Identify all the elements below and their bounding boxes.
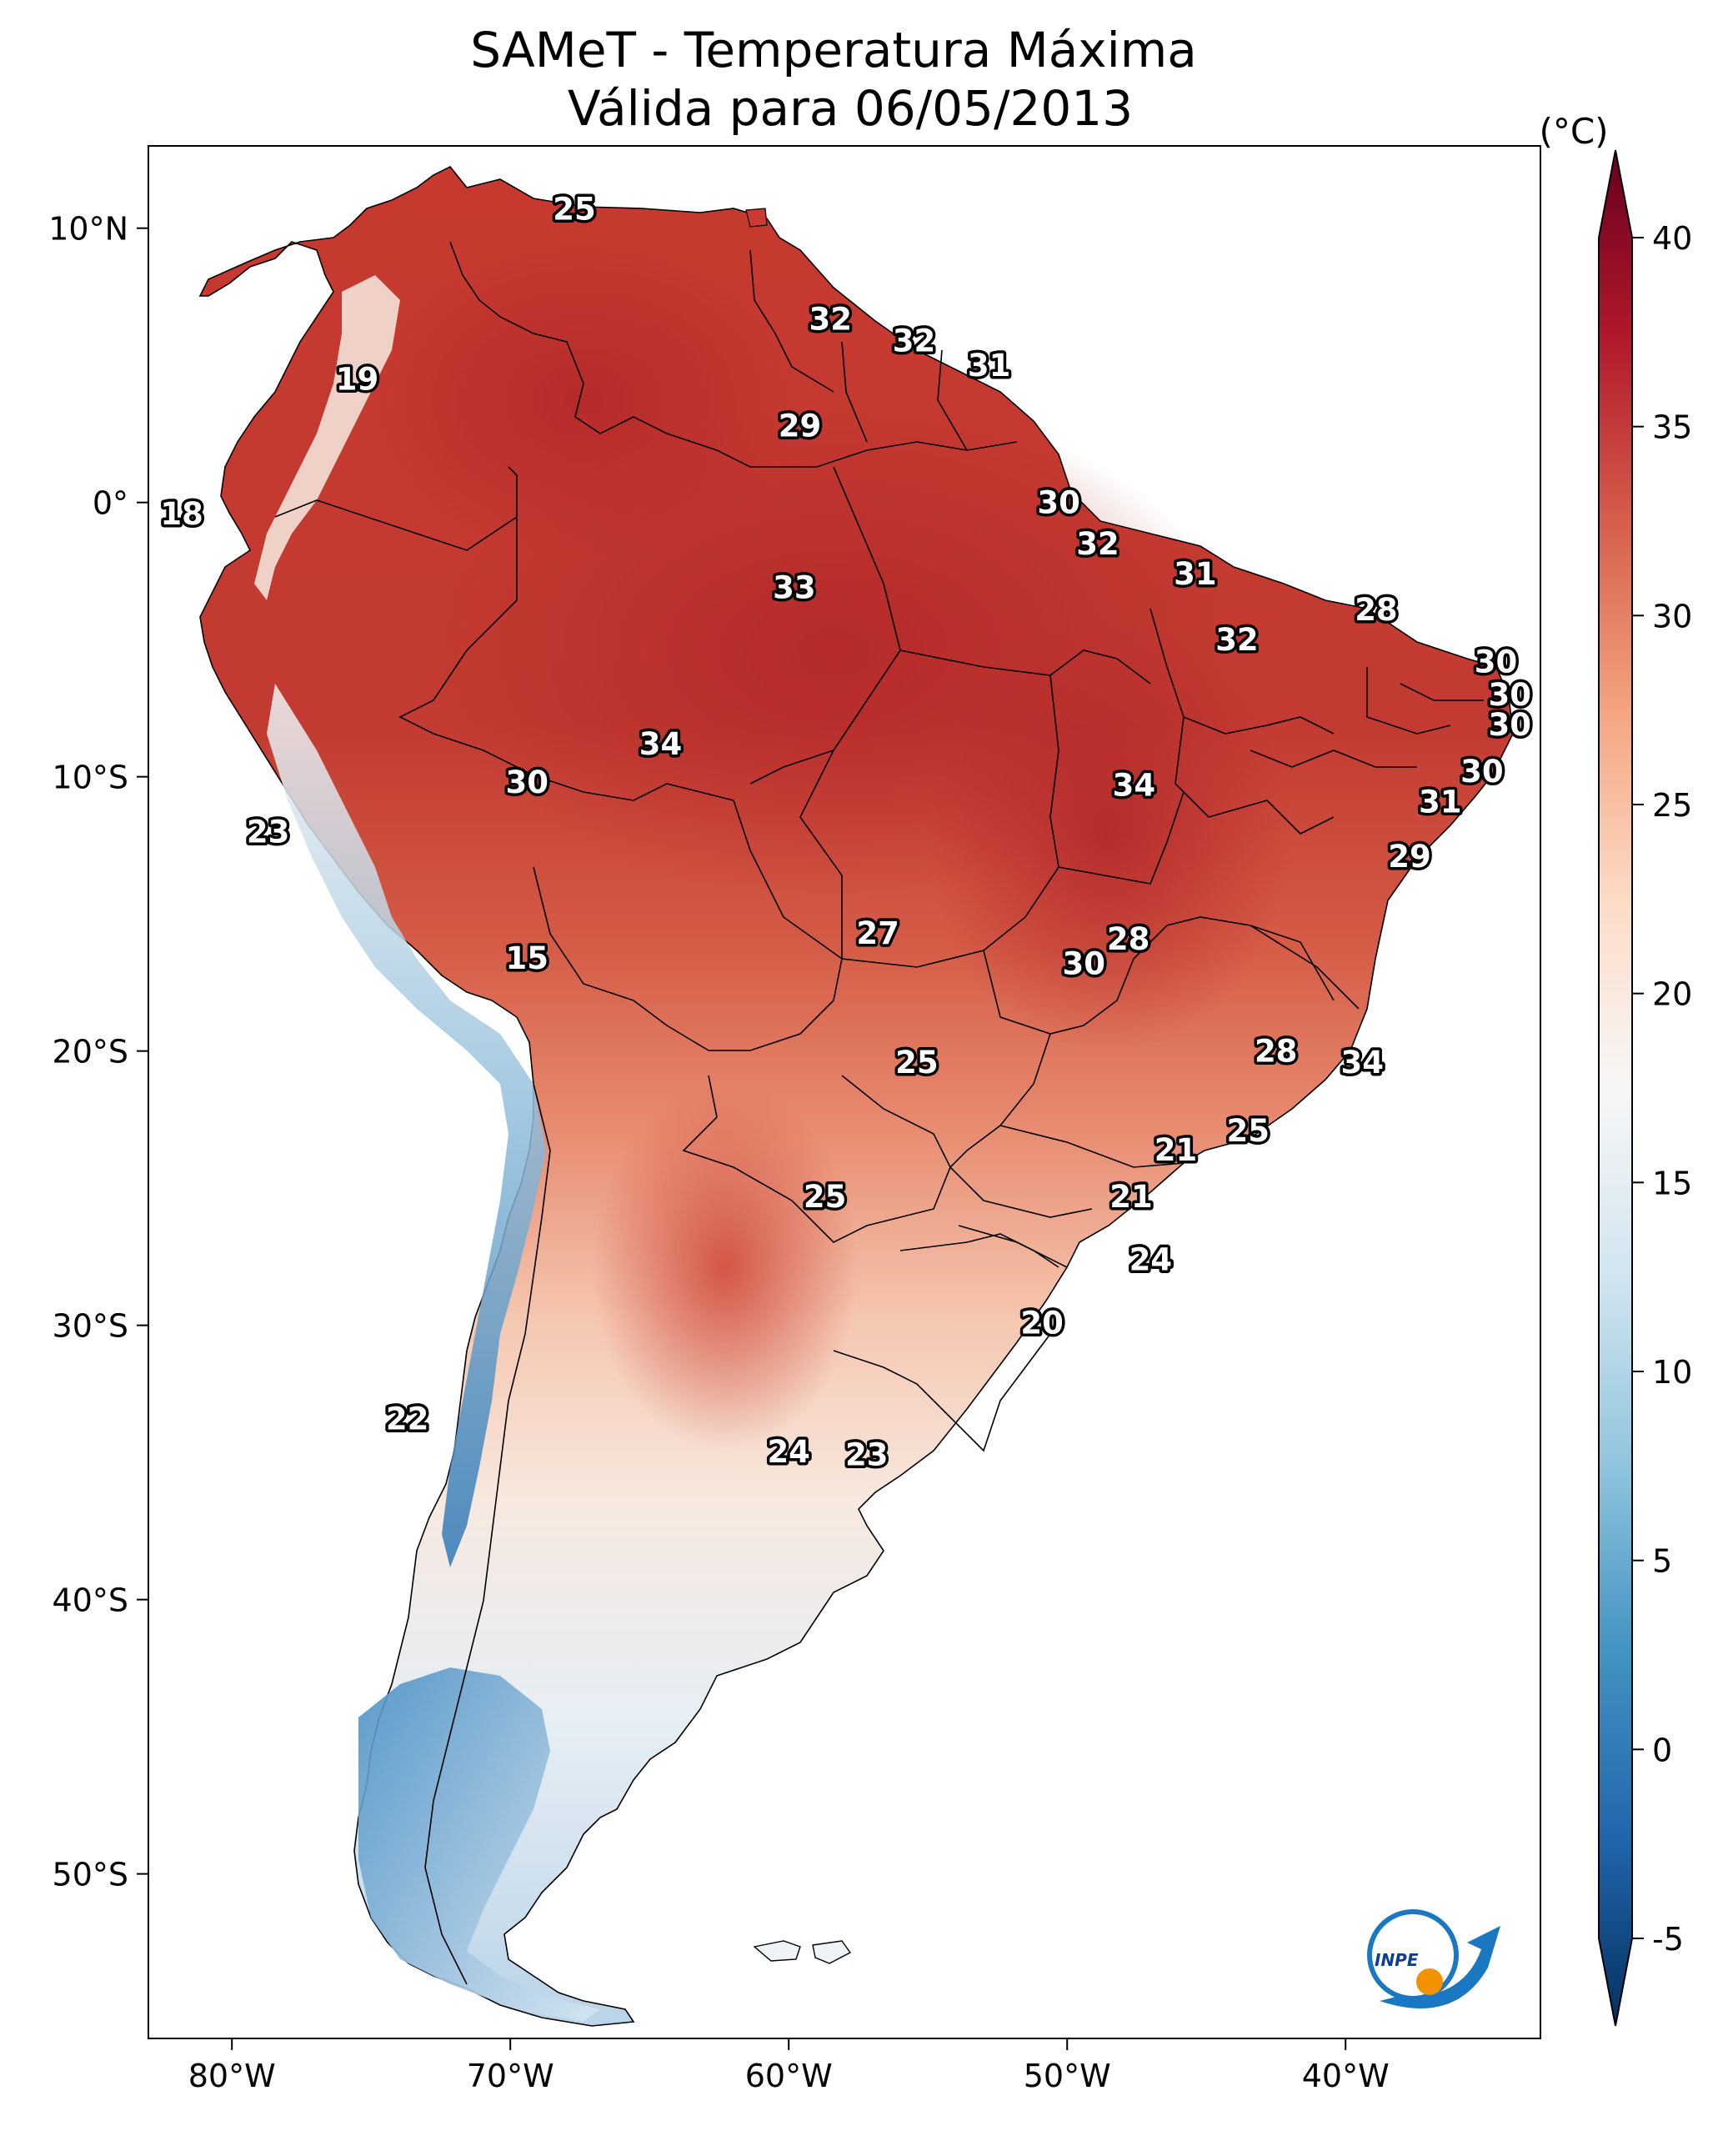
colorbar-tick-label: 20 <box>1652 976 1692 1013</box>
y-tick-label: 40°S <box>53 1582 128 1619</box>
temperature-label: 28 <box>1255 1034 1298 1070</box>
temperature-label: 18 <box>160 496 203 532</box>
temperature-label: 25 <box>895 1045 939 1081</box>
x-tick-label: 50°W <box>1024 2058 1111 2094</box>
falkland-islands <box>753 1940 852 1964</box>
colorbar-tick-label: 10 <box>1652 1354 1692 1391</box>
temperature-label: 34 <box>639 726 683 762</box>
temperature-label: 15 <box>505 940 548 976</box>
patagonia-cold <box>358 1667 600 2022</box>
y-axis-ticks: 10°N 0° 10°S 20°S 30°S 40°S 50°S <box>48 211 148 1893</box>
temperature-label: 22 <box>386 1401 429 1436</box>
temperature-label: 23 <box>247 814 290 850</box>
temperature-label: 31 <box>1419 784 1462 820</box>
colorbar-unit-label: (°C) <box>1539 111 1608 152</box>
temperature-label: 25 <box>1227 1113 1270 1149</box>
inpe-logo-dot <box>1416 1968 1443 1995</box>
temperature-label: 30 <box>1037 485 1080 521</box>
heat-core-chaco <box>592 1084 859 1451</box>
heat-core-north <box>367 242 800 559</box>
temperature-label: 25 <box>553 192 596 228</box>
andes-north-cool <box>254 275 400 600</box>
temperature-label: 32 <box>1076 526 1119 562</box>
colorbar-tick-label: 35 <box>1652 409 1692 446</box>
y-tick-label: 50°S <box>53 1857 128 1893</box>
colorbar-tick-label: 30 <box>1652 598 1692 634</box>
temperature-label: 32 <box>1215 622 1259 658</box>
x-tick-label: 60°W <box>745 2058 833 2094</box>
temperature-label: 34 <box>1113 768 1156 804</box>
x-tick-label: 70°W <box>467 2058 554 2094</box>
temperature-label: 30 <box>1062 945 1105 981</box>
colorbar-tick-label: 0 <box>1652 1732 1672 1768</box>
map-title-line2: Válida para 06/05/2013 <box>568 80 1133 137</box>
temperature-label: 28 <box>1107 921 1150 957</box>
map-title-line1: SAMeT - Temperatura Máxima <box>470 22 1197 78</box>
inpe-logo: INPE <box>1367 1909 1500 2008</box>
temperature-label: 27 <box>856 915 899 951</box>
temperature-label: 24 <box>1129 1242 1173 1278</box>
temperature-label: 20 <box>1020 1305 1064 1341</box>
temperature-label: 21 <box>1155 1132 1198 1168</box>
temperature-label: 31 <box>1174 556 1217 592</box>
temperature-label: 30 <box>1460 754 1504 790</box>
temperature-label: 29 <box>1388 839 1431 875</box>
trinidad-island <box>745 208 768 228</box>
temperature-label: 24 <box>767 1434 810 1470</box>
heat-core-central-brazil <box>925 617 1292 1050</box>
y-tick-label: 0° <box>93 485 128 522</box>
andes-cold-band <box>267 684 546 1567</box>
temperature-label: 33 <box>773 570 816 606</box>
temperature-label: 30 <box>1489 677 1532 713</box>
colorbar-tick-label: 25 <box>1652 787 1692 824</box>
temperature-label: 30 <box>1475 644 1518 679</box>
inpe-logo-arrow <box>1380 1926 1500 2008</box>
x-axis-ticks: 80°W 70°W 60°W 50°W 40°W <box>188 2038 1390 2094</box>
inpe-logo-text: INPE <box>1375 1950 1419 1970</box>
temperature-label: 25 <box>804 1179 847 1215</box>
temperature-label: 23 <box>845 1436 889 1472</box>
colorbar-tick-label: -5 <box>1652 1921 1684 1958</box>
temperature-label: 19 <box>336 362 379 398</box>
colorbar: (°C) -5 0 5 10 15 20 25 30 35 40 <box>1539 111 1692 2027</box>
country-borders <box>274 241 1484 1985</box>
colorbar-ticks: -5 0 5 10 15 20 25 30 35 40 <box>1632 220 1692 1958</box>
x-tick-label: 40°W <box>1302 2058 1390 2094</box>
temperature-label: 30 <box>505 765 548 800</box>
y-tick-label: 30°S <box>53 1308 128 1345</box>
temperature-label: 31 <box>968 348 1011 384</box>
map-frame <box>148 145 1541 2039</box>
map-plot-area: 80°W 70°W 60°W 50°W 40°W 10°N 0° 10°S 20°S 30°S 4… <box>48 145 1541 2094</box>
temperature-label: 29 <box>779 409 822 444</box>
colorbar-body <box>1598 149 1633 2027</box>
temperature-label: 28 <box>1355 592 1398 628</box>
colorbar-tick-label: 40 <box>1652 220 1692 257</box>
colorbar-tick-label: 15 <box>1652 1165 1692 1201</box>
y-tick-label: 10°N <box>48 211 128 248</box>
y-tick-label: 10°S <box>53 760 128 796</box>
temperature-label: 30 <box>1489 707 1532 743</box>
y-tick-label: 20°S <box>53 1034 128 1070</box>
temperature-label: 34 <box>1340 1045 1384 1081</box>
temperature-label: 32 <box>893 323 936 359</box>
temperature-label: 32 <box>809 301 853 337</box>
colorbar-tick-label: 5 <box>1652 1543 1672 1580</box>
x-tick-label: 80°W <box>188 2058 276 2094</box>
temperature-label: 21 <box>1109 1179 1153 1215</box>
